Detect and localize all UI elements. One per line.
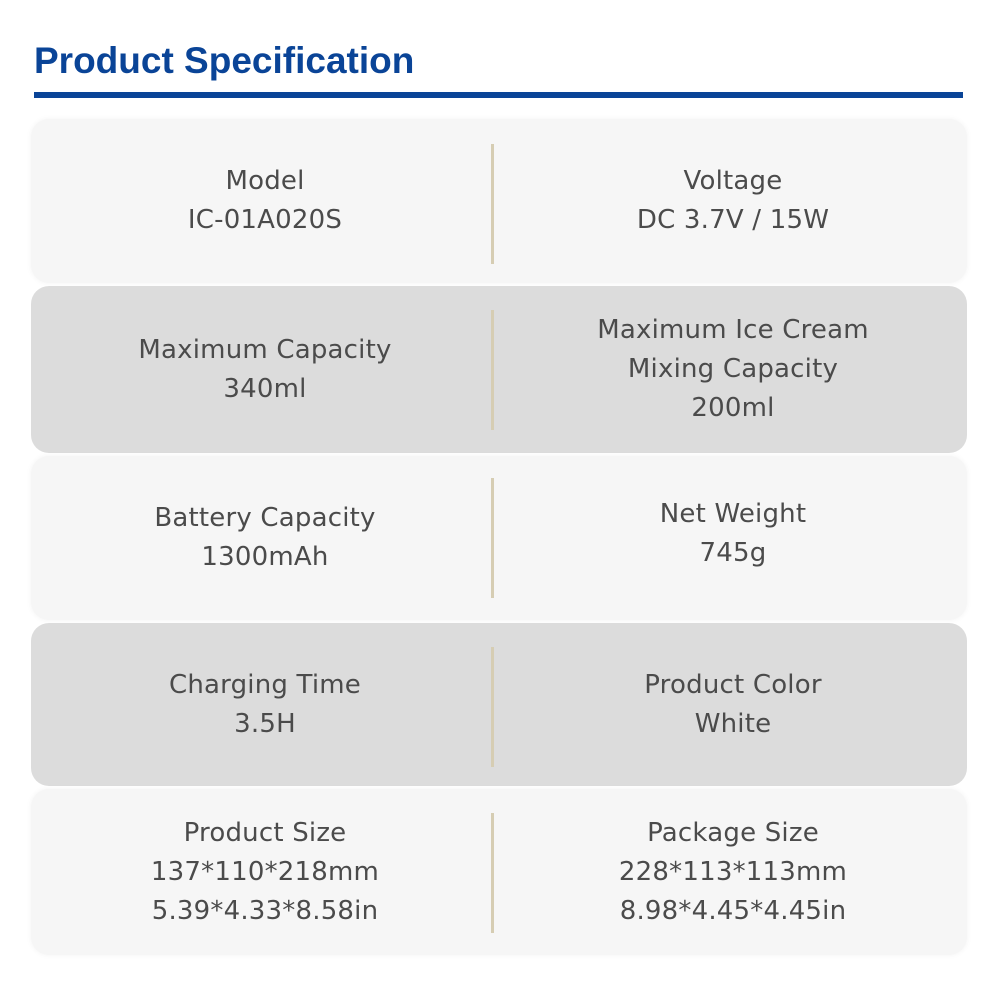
spec-row-capacity: Maximum Capacity 340ml Maximum Ice Cream… — [31, 286, 967, 453]
spec-cell-maximum-capacity: Maximum Capacity 340ml — [31, 331, 499, 409]
spec-label-ice-cream-capacity-line1: Maximum Ice Cream — [597, 315, 869, 345]
spec-label-charging-time: Charging Time — [168, 669, 361, 700]
spec-cell-voltage: Voltage DC 3.7V / 15W — [499, 162, 967, 240]
column-divider — [491, 310, 494, 430]
spec-table: Model IC-01A020S Voltage DC 3.7V / 15W M… — [31, 119, 967, 958]
spec-label-net-weight: Net Weight — [659, 499, 807, 529]
spec-value-battery-capacity: 1300mAh — [201, 542, 329, 572]
spec-value-maximum-capacity: 340ml — [223, 373, 307, 404]
spec-value-voltage: DC 3.7V / 15W — [636, 205, 830, 235]
page-title: Product Specification — [34, 40, 415, 81]
column-divider — [491, 478, 494, 598]
spec-label-battery-capacity: Battery Capacity — [154, 503, 376, 533]
spec-row-charging-color: Charging Time 3.5H Product Color White — [31, 623, 967, 786]
spec-label-ice-cream-capacity-line2: Mixing Capacity — [627, 354, 839, 384]
column-divider — [491, 144, 494, 264]
title-underline — [34, 92, 963, 98]
spec-cell-battery-capacity: Battery Capacity 1300mAh — [31, 499, 499, 577]
spec-label-product-color: Product Color — [644, 669, 822, 700]
spec-label-voltage: Voltage — [683, 166, 783, 196]
spec-row-battery-weight: Battery Capacity 1300mAh Net Weight 745g — [31, 456, 967, 620]
spec-row-model-voltage: Model IC-01A020S Voltage DC 3.7V / 15W — [31, 119, 967, 283]
spec-value-product-color: White — [694, 708, 772, 739]
spec-cell-net-weight: Net Weight 745g — [499, 495, 967, 573]
spec-row-sizes: Product Size 137*110*218mm 5.39*4.33*8.5… — [31, 789, 967, 955]
spec-cell-charging-time: Charging Time 3.5H — [31, 666, 499, 744]
column-divider — [491, 647, 494, 767]
spec-cell-ice-cream-capacity: Maximum Ice Cream Mixing Capacity 200ml — [499, 311, 967, 428]
spec-cell-model: Model IC-01A020S — [31, 162, 499, 240]
spec-value-package-size-mm: 228*113*113mm — [618, 856, 848, 887]
spec-value-package-size-in: 8.98*4.45*4.45in — [619, 895, 847, 926]
spec-value-charging-time: 3.5H — [234, 708, 296, 739]
spec-label-model: Model — [225, 166, 305, 196]
spec-value-model: IC-01A020S — [187, 205, 343, 235]
spec-value-ice-cream-capacity: 200ml — [691, 393, 775, 423]
spec-cell-package-size: Package Size 228*113*113mm 8.98*4.45*4.4… — [499, 814, 967, 931]
spec-value-net-weight: 745g — [699, 538, 767, 568]
spec-label-product-size: Product Size — [183, 817, 347, 848]
spec-label-package-size: Package Size — [647, 817, 819, 848]
spec-label-maximum-capacity: Maximum Capacity — [138, 334, 392, 365]
spec-cell-product-size: Product Size 137*110*218mm 5.39*4.33*8.5… — [31, 814, 499, 931]
spec-value-product-size-in: 5.39*4.33*8.58in — [151, 895, 379, 926]
spec-cell-product-color: Product Color White — [499, 666, 967, 744]
spec-value-product-size-mm: 137*110*218mm — [150, 856, 380, 887]
column-divider — [491, 813, 494, 933]
